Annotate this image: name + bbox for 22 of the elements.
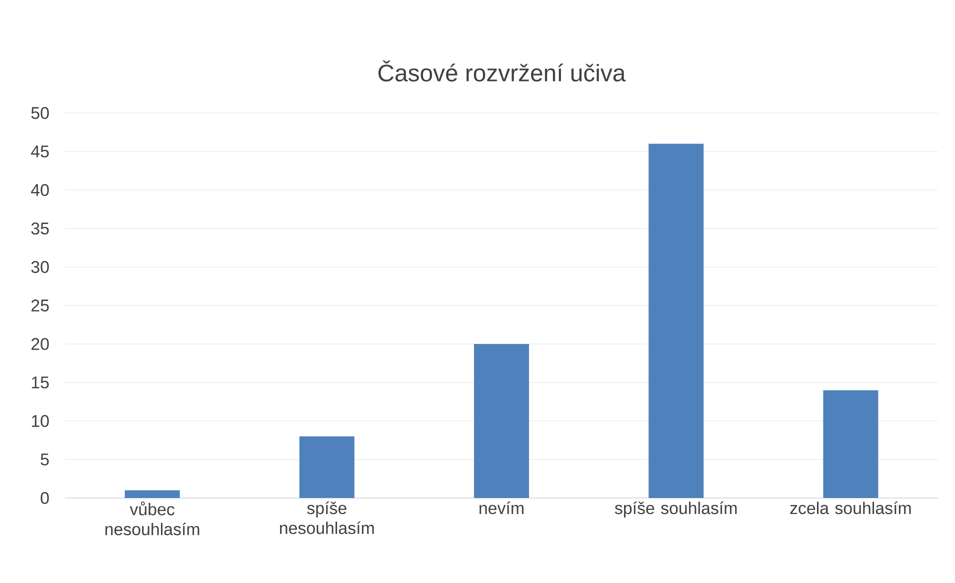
x-tick-label: zcela souhlasím [790,502,911,514]
y-tick-label: 50 [31,107,49,120]
y-tick-label: 40 [31,184,49,196]
x-tick-label: nevím [480,502,524,514]
y-tick-label: 45 [31,146,49,158]
y-tick-label: 30 [31,261,49,274]
x-tick-label: spíše souhlasím [614,502,737,518]
bar [474,344,530,498]
x-tick-label: vůbec nesouhlasím [105,502,200,536]
y-tick-label: 5 [40,454,49,466]
bar [823,390,878,498]
bar [299,436,354,498]
y-tick-label: 10 [32,415,49,428]
y-tick-label: 0 [40,492,49,504]
chart-title: Časové rozvržení učiva [378,60,626,82]
bar [124,490,180,498]
y-tick-label: 15 [32,376,49,388]
x-tick-label: spíše nesouhlasím [280,502,374,534]
y-tick-label: 20 [32,338,49,350]
bar [648,144,704,498]
y-tick-label: 35 [31,222,49,235]
y-tick-label: 25 [32,300,49,312]
